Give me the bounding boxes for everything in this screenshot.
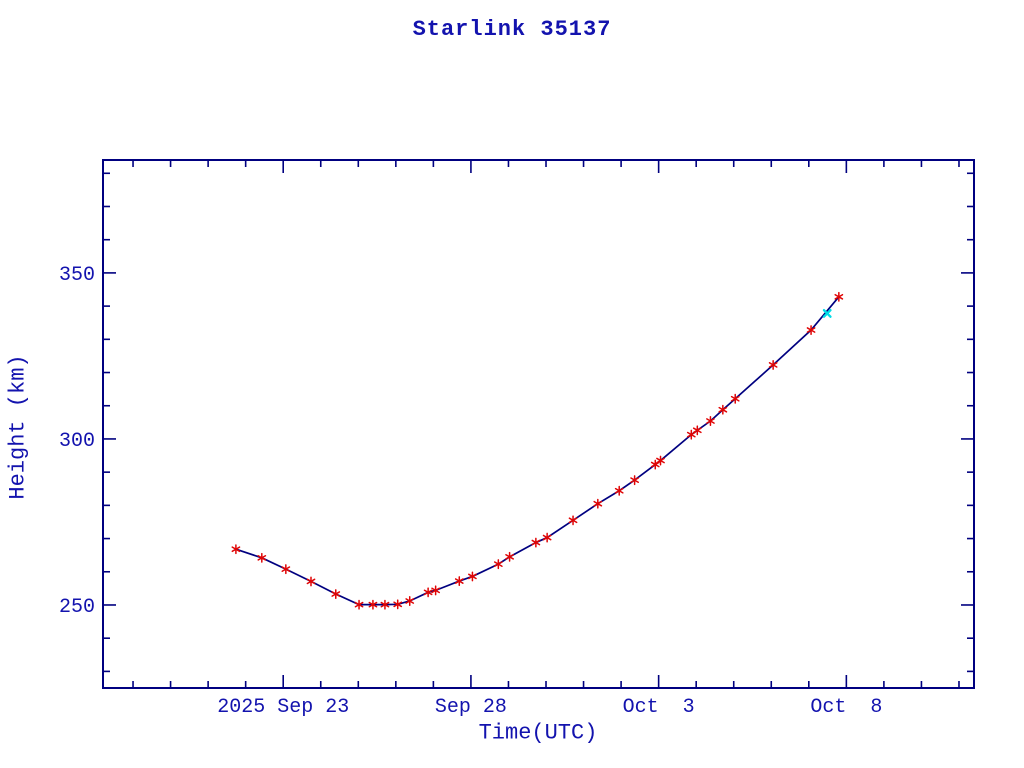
data-point-marker [593, 498, 603, 509]
x-tick-label: Oct 3 [623, 696, 695, 719]
x-tick-label: Oct 8 [810, 696, 882, 719]
data-point-marker [531, 537, 541, 548]
data-point-marker [718, 404, 728, 415]
data-point-marker [431, 585, 441, 596]
data-point-marker [650, 459, 660, 470]
data-point-marker [468, 571, 477, 582]
data-point-markers [231, 291, 844, 610]
x-axis-title: Time(UTC) [478, 720, 598, 746]
data-point-marker [231, 544, 241, 555]
height-curve [235, 296, 840, 606]
chart-title: Starlink 35137 [412, 17, 612, 42]
data-point-marker [368, 599, 378, 610]
data-point-marker [331, 589, 341, 599]
data-point-marker [281, 564, 291, 575]
data-point-marker [686, 429, 696, 440]
axis-tick-labels: 2025 Sep 23 Sep 28 Oct 3 Oct 8 250 300 350 [59, 264, 882, 719]
y-tick-label: 250 [59, 596, 95, 619]
data-point-marker [454, 576, 464, 587]
data-point-marker [354, 599, 364, 610]
axis-ticks [103, 160, 974, 688]
y-tick-label: 300 [59, 430, 95, 453]
data-point-marker [614, 485, 624, 496]
data-point-marker [568, 515, 578, 526]
data-point-marker [692, 425, 702, 436]
data-point-marker [380, 599, 390, 610]
plot-frame [102, 159, 975, 689]
data-point-marker [306, 576, 316, 587]
y-tick-label: 350 [59, 264, 95, 287]
data-point-marker [706, 416, 715, 426]
data-point-marker [834, 291, 844, 302]
data-point-marker [493, 559, 503, 570]
data-point-marker [768, 359, 778, 370]
x-tick-label: Sep 28 [435, 696, 507, 719]
data-point-marker [630, 475, 639, 486]
data-point-marker [257, 552, 267, 563]
latest-point-marker [822, 308, 832, 318]
data-point-marker [806, 325, 816, 335]
data-point-marker [656, 455, 665, 466]
data-point-marker [423, 587, 433, 598]
data-point-marker [505, 551, 514, 562]
data-point-marker [730, 393, 740, 404]
data-point-marker [405, 596, 415, 606]
x-tick-label: 2025 Sep 23 [217, 696, 349, 719]
data-point-marker [393, 599, 403, 610]
data-point-marker [542, 532, 552, 543]
